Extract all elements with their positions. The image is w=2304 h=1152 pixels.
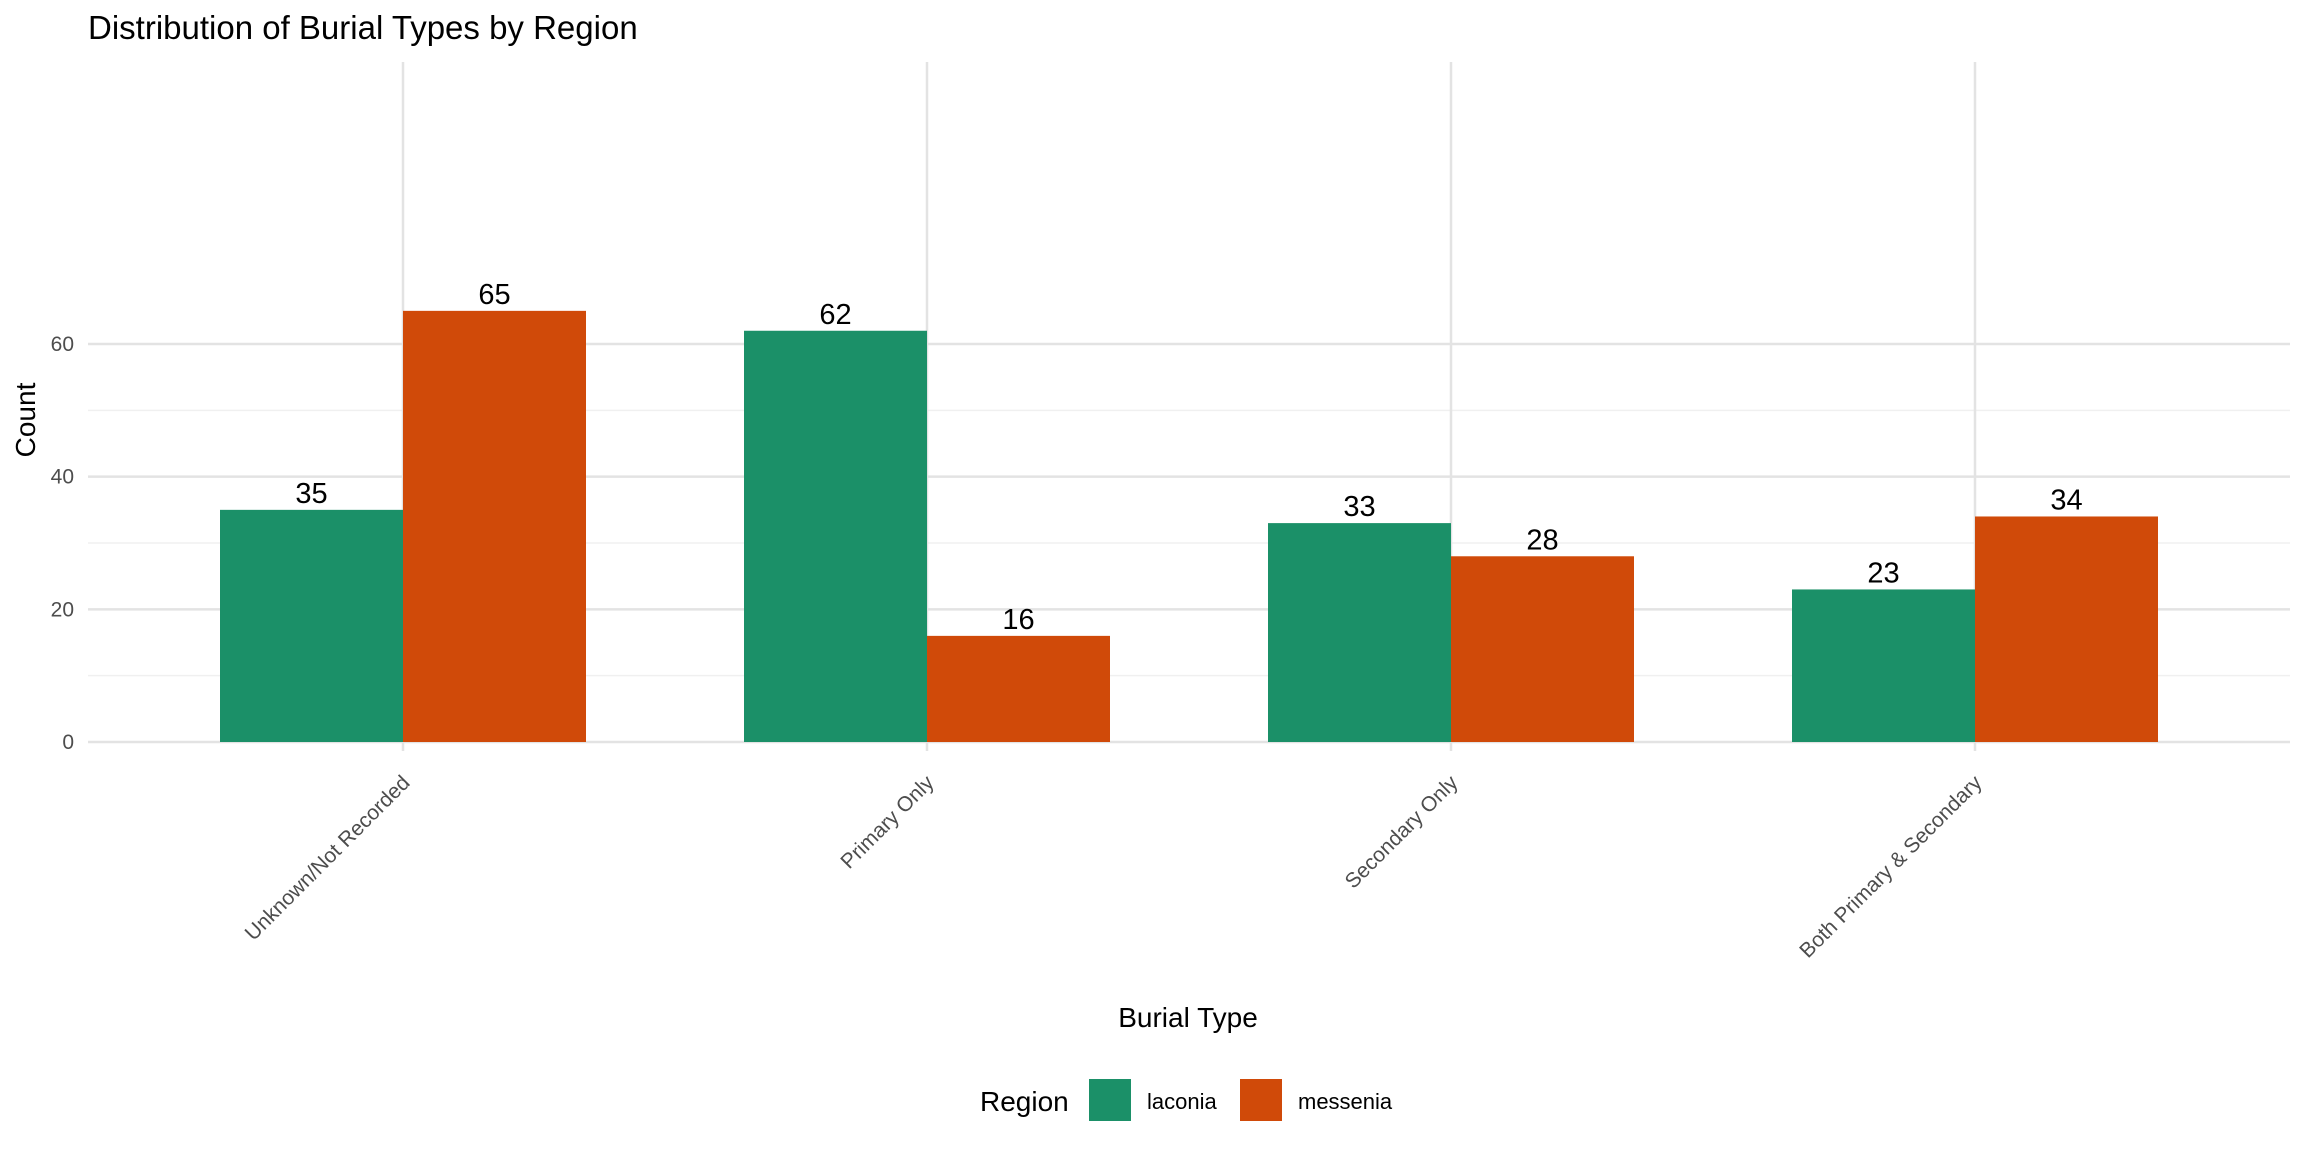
legend-label-laconia: laconia <box>1147 1089 1217 1114</box>
data-label: 65 <box>478 279 510 311</box>
x-tick-label: Both Primary & Secondary <box>1795 771 1987 963</box>
bar-messenia <box>403 310 586 742</box>
legend: Region laconia messenia <box>980 1079 1393 1121</box>
x-tick-label: Secondary Only <box>1341 771 1463 893</box>
y-tick-label: 60 <box>51 333 74 356</box>
y-tick-label: 20 <box>51 598 74 621</box>
chart-title: Distribution of Burial Types by Region <box>88 9 638 46</box>
x-tick-label: Unknown/Not Recorded <box>241 771 415 945</box>
y-axis-title: Count <box>10 382 41 457</box>
data-label: 23 <box>1867 557 1899 589</box>
bar-laconia <box>220 509 403 742</box>
x-axis-title: Burial Type <box>1118 1002 1258 1033</box>
x-tick-label: Primary Only <box>836 771 938 873</box>
bar-laconia <box>744 330 927 742</box>
y-tick-label: 40 <box>51 466 74 489</box>
bar-laconia <box>1268 523 1451 742</box>
data-label: 28 <box>1526 524 1558 556</box>
data-label: 33 <box>1343 491 1375 523</box>
data-labels: 35 62 33 23 65 16 28 34 <box>295 279 2082 636</box>
y-axis-ticks: 0 20 40 60 <box>51 333 74 754</box>
bars <box>220 310 2158 742</box>
bar-laconia <box>1792 589 1975 742</box>
legend-key-messenia <box>1240 1079 1282 1121</box>
y-tick-label: 0 <box>62 731 74 754</box>
bar-messenia <box>927 635 1110 742</box>
legend-key-laconia <box>1089 1079 1131 1121</box>
data-label: 62 <box>819 299 851 331</box>
legend-title: Region <box>980 1086 1069 1117</box>
data-label: 34 <box>2050 484 2082 516</box>
legend-label-messenia: messenia <box>1298 1089 1393 1114</box>
bar-messenia <box>1451 556 1634 742</box>
bar-messenia <box>1975 516 2158 742</box>
x-axis-ticks: Unknown/Not Recorded Primary Only Secondar… <box>241 742 1987 963</box>
data-label: 35 <box>295 478 327 510</box>
data-label: 16 <box>1002 604 1034 636</box>
